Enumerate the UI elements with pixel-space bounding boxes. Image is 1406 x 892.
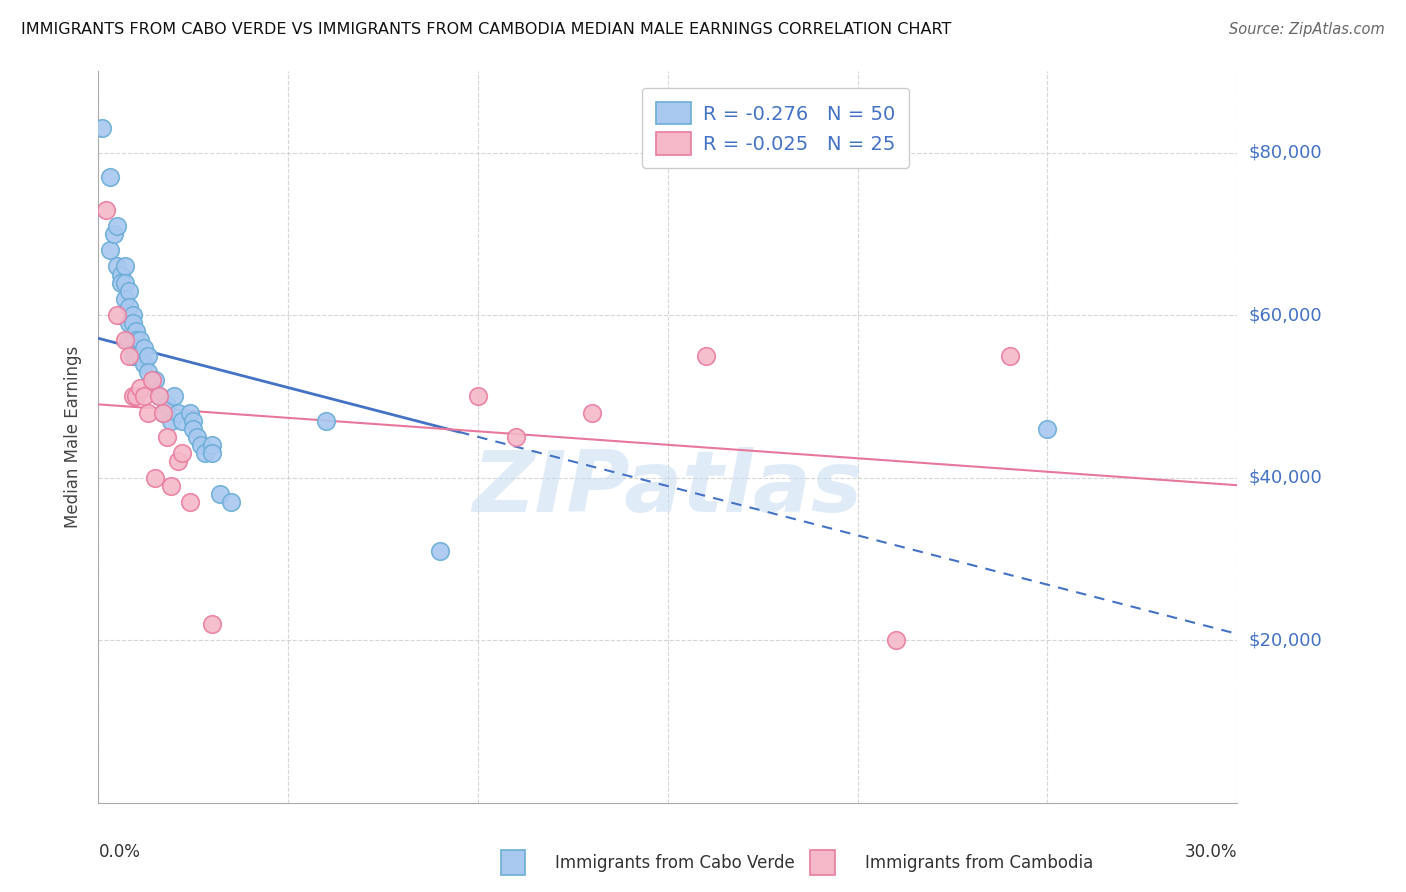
Point — [156, 430, 179, 444]
Point — [141, 373, 163, 387]
Legend: R = -0.276   N = 50, R = -0.025   N = 25: R = -0.276 N = 50, R = -0.025 N = 25 — [643, 88, 908, 169]
Point — [118, 300, 141, 314]
Point — [107, 308, 129, 322]
Point — [121, 333, 143, 347]
Point — [118, 333, 141, 347]
Point — [201, 438, 224, 452]
Point — [170, 446, 193, 460]
Point — [125, 325, 148, 339]
Point — [121, 389, 143, 403]
Point — [159, 479, 181, 493]
Point — [125, 389, 148, 403]
Point — [884, 633, 907, 648]
Text: Immigrants from Cambodia: Immigrants from Cambodia — [865, 854, 1092, 871]
Point — [125, 349, 148, 363]
Text: 0.0%: 0.0% — [98, 843, 141, 861]
Point — [152, 406, 174, 420]
Point — [315, 414, 337, 428]
Point — [136, 365, 159, 379]
Point — [156, 398, 179, 412]
Y-axis label: Median Male Earnings: Median Male Earnings — [65, 346, 83, 528]
Point — [201, 446, 224, 460]
Point — [132, 341, 155, 355]
Point — [467, 389, 489, 403]
Point — [163, 389, 186, 403]
Point — [132, 389, 155, 403]
Point — [167, 406, 190, 420]
Point — [91, 121, 114, 136]
Text: Source: ZipAtlas.com: Source: ZipAtlas.com — [1229, 22, 1385, 37]
Point — [94, 202, 117, 217]
Point — [183, 422, 205, 436]
Point — [581, 406, 603, 420]
Point — [148, 389, 170, 403]
Point — [114, 292, 136, 306]
Point — [201, 617, 224, 632]
Point — [118, 316, 141, 330]
Point — [107, 260, 129, 274]
Point — [167, 454, 190, 468]
Point — [118, 349, 141, 363]
Point — [221, 495, 243, 509]
Point — [121, 349, 143, 363]
Point — [505, 430, 527, 444]
Point — [129, 333, 152, 347]
Point — [152, 406, 174, 420]
Point — [121, 316, 143, 330]
Point — [110, 276, 132, 290]
Point — [148, 389, 170, 403]
Point — [179, 406, 201, 420]
Point — [998, 349, 1021, 363]
Point — [159, 414, 181, 428]
Point — [145, 471, 167, 485]
Point — [170, 414, 193, 428]
Point — [141, 381, 163, 395]
Point — [429, 544, 451, 558]
Text: Immigrants from Cabo Verde: Immigrants from Cabo Verde — [555, 854, 796, 871]
Point — [114, 260, 136, 274]
Point — [194, 446, 217, 460]
Point — [695, 349, 717, 363]
Point — [125, 333, 148, 347]
Text: IMMIGRANTS FROM CABO VERDE VS IMMIGRANTS FROM CAMBODIA MEDIAN MALE EARNINGS CORR: IMMIGRANTS FROM CABO VERDE VS IMMIGRANTS… — [21, 22, 952, 37]
Point — [190, 438, 212, 452]
Point — [129, 381, 152, 395]
Point — [103, 227, 125, 241]
Point — [183, 414, 205, 428]
Text: $40,000: $40,000 — [1249, 468, 1322, 487]
Point — [1036, 422, 1059, 436]
Point — [114, 276, 136, 290]
Point — [114, 333, 136, 347]
Text: $80,000: $80,000 — [1249, 144, 1322, 161]
Point — [208, 487, 231, 501]
Point — [107, 219, 129, 233]
Point — [98, 169, 121, 184]
Text: $20,000: $20,000 — [1249, 632, 1322, 649]
Point — [132, 357, 155, 371]
Point — [118, 284, 141, 298]
Point — [98, 243, 121, 257]
Point — [186, 430, 208, 444]
Text: ZIPatlas: ZIPatlas — [472, 447, 863, 530]
Point — [129, 349, 152, 363]
Text: 30.0%: 30.0% — [1185, 843, 1237, 861]
Point — [121, 308, 143, 322]
Text: $60,000: $60,000 — [1249, 306, 1322, 324]
Point — [136, 349, 159, 363]
Point — [136, 406, 159, 420]
Point — [179, 495, 201, 509]
Point — [145, 373, 167, 387]
Point — [110, 268, 132, 282]
